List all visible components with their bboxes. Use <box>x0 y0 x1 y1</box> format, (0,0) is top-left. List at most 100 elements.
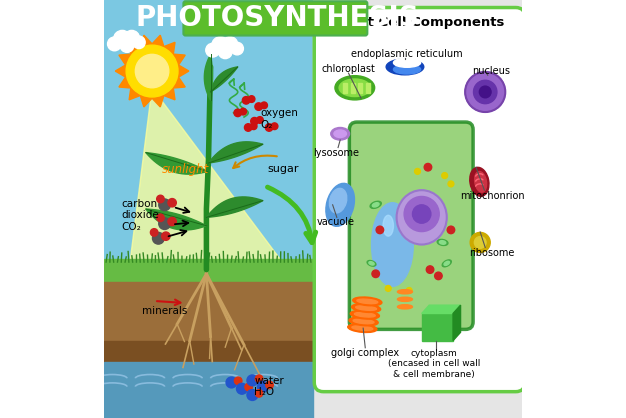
Ellipse shape <box>339 79 371 97</box>
Circle shape <box>153 232 164 244</box>
Ellipse shape <box>352 304 381 312</box>
Circle shape <box>237 383 247 394</box>
Ellipse shape <box>383 215 394 236</box>
Ellipse shape <box>394 65 421 74</box>
Polygon shape <box>207 197 263 217</box>
Ellipse shape <box>354 313 375 317</box>
Ellipse shape <box>439 241 446 244</box>
Circle shape <box>168 217 177 226</box>
Ellipse shape <box>370 201 381 209</box>
Text: carbon
dioxide
CO₂: carbon dioxide CO₂ <box>121 199 159 232</box>
Ellipse shape <box>398 305 413 309</box>
Circle shape <box>404 196 439 232</box>
Text: ribosome: ribosome <box>470 248 515 258</box>
Circle shape <box>113 31 131 48</box>
Circle shape <box>414 168 421 174</box>
Circle shape <box>133 36 145 48</box>
Text: mitochonrion: mitochonrion <box>461 191 525 201</box>
Ellipse shape <box>398 290 413 294</box>
FancyBboxPatch shape <box>183 1 367 36</box>
Ellipse shape <box>351 311 379 319</box>
Bar <box>104 282 313 345</box>
Circle shape <box>480 86 491 98</box>
Ellipse shape <box>329 189 347 213</box>
Circle shape <box>376 226 384 234</box>
Circle shape <box>420 20 432 33</box>
Ellipse shape <box>326 184 354 226</box>
Text: sunlight: sunlight <box>162 163 209 176</box>
Polygon shape <box>146 153 208 174</box>
Circle shape <box>126 45 178 97</box>
Ellipse shape <box>356 306 376 310</box>
Circle shape <box>218 45 232 59</box>
Circle shape <box>257 381 269 392</box>
Circle shape <box>414 13 429 28</box>
Circle shape <box>426 266 434 273</box>
Circle shape <box>255 390 263 397</box>
Text: endoplasmic reticulum: endoplasmic reticulum <box>351 49 463 59</box>
Circle shape <box>431 18 441 29</box>
Circle shape <box>124 31 140 46</box>
Circle shape <box>168 199 177 207</box>
Bar <box>366 83 370 93</box>
Ellipse shape <box>353 319 374 324</box>
Circle shape <box>487 46 499 58</box>
Circle shape <box>242 97 250 104</box>
Circle shape <box>424 163 432 171</box>
Polygon shape <box>208 142 263 163</box>
Polygon shape <box>115 35 189 107</box>
Circle shape <box>498 43 508 54</box>
Polygon shape <box>146 209 207 230</box>
Circle shape <box>206 43 220 57</box>
Circle shape <box>261 102 267 109</box>
Text: PHOTOSYNTHESIS: PHOTOSYNTHESIS <box>136 5 419 32</box>
Circle shape <box>247 390 258 400</box>
Polygon shape <box>453 305 461 341</box>
Ellipse shape <box>353 297 382 306</box>
Circle shape <box>135 54 169 88</box>
Ellipse shape <box>357 299 377 303</box>
Ellipse shape <box>372 203 379 207</box>
Text: golgi complex: golgi complex <box>331 348 399 358</box>
Bar <box>422 314 453 341</box>
Ellipse shape <box>470 167 489 196</box>
Ellipse shape <box>349 317 378 326</box>
Ellipse shape <box>475 171 486 192</box>
Ellipse shape <box>334 130 346 138</box>
Circle shape <box>406 288 412 293</box>
Text: minerals: minerals <box>141 306 187 316</box>
Text: Plant Cell Components: Plant Cell Components <box>335 16 505 30</box>
Bar <box>104 259 313 282</box>
Circle shape <box>413 205 431 223</box>
Bar <box>351 83 355 93</box>
Bar <box>104 362 313 418</box>
Circle shape <box>447 226 454 234</box>
Ellipse shape <box>444 261 449 265</box>
Ellipse shape <box>335 76 374 100</box>
Polygon shape <box>422 305 461 314</box>
Circle shape <box>476 44 488 56</box>
Circle shape <box>222 37 238 52</box>
Circle shape <box>234 377 242 385</box>
Circle shape <box>249 96 255 102</box>
Ellipse shape <box>371 203 413 286</box>
Circle shape <box>156 214 164 222</box>
Circle shape <box>372 270 379 278</box>
Circle shape <box>257 117 264 123</box>
Circle shape <box>156 195 164 203</box>
Text: oxygen
O₂: oxygen O₂ <box>261 108 299 130</box>
Ellipse shape <box>394 58 421 67</box>
Ellipse shape <box>352 326 372 330</box>
Ellipse shape <box>386 59 424 75</box>
Circle shape <box>271 123 278 130</box>
Circle shape <box>159 199 170 211</box>
Circle shape <box>386 285 391 291</box>
Circle shape <box>120 38 134 52</box>
Circle shape <box>448 181 454 187</box>
Circle shape <box>473 80 497 104</box>
Circle shape <box>244 124 252 131</box>
Circle shape <box>226 377 237 388</box>
Circle shape <box>475 237 486 248</box>
Ellipse shape <box>437 240 448 245</box>
Circle shape <box>481 38 496 54</box>
